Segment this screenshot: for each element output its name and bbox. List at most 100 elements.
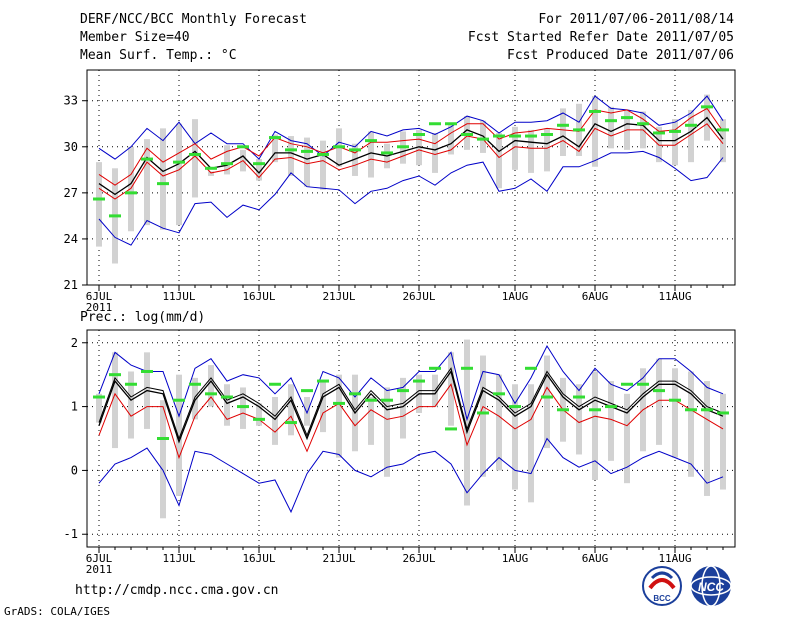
x-tick-label: 6JUL <box>86 552 113 565</box>
observed-marker <box>157 437 169 440</box>
spread-box <box>448 125 454 155</box>
spread-box <box>288 136 294 176</box>
spread-box <box>272 134 278 163</box>
spread-box <box>480 355 486 477</box>
spread-box <box>704 381 710 496</box>
observed-marker <box>189 382 201 386</box>
x-year-label: 2011 <box>86 301 113 314</box>
temperature-panel: 21 24 27 30 33 6JUL 11JUL 16JUL 21JUL 26JUL 1AUG 6A… <box>64 69 736 314</box>
spread-box <box>320 381 326 433</box>
spread-box <box>688 371 694 477</box>
spread-box <box>496 374 502 471</box>
observed-marker <box>397 389 409 393</box>
spread-box <box>96 162 102 247</box>
spread-box <box>176 123 182 226</box>
observed-marker <box>557 408 569 412</box>
observed-marker <box>445 122 457 126</box>
x-tick-label: 21JUL <box>322 290 355 303</box>
observed-marker <box>653 131 665 135</box>
prec-panel-label: Prec.: log(mm/d) <box>80 310 206 325</box>
spread-box <box>128 146 134 232</box>
produced-date: Fcst Produced Date 2011/07/06 <box>507 48 734 63</box>
observed-marker <box>205 166 217 170</box>
observed-marker <box>413 133 425 136</box>
observed-marker <box>685 408 697 412</box>
forecast-period: For 2011/07/06-2011/08/14 <box>538 12 734 27</box>
observed-marker <box>477 411 489 415</box>
observed-marker <box>685 123 697 127</box>
observed-marker <box>445 427 457 431</box>
spread-box <box>352 143 358 176</box>
observed-marker <box>397 145 409 149</box>
observed-marker <box>461 366 473 370</box>
y-tick-label: 2 <box>71 336 78 350</box>
spread-box <box>112 352 118 449</box>
series-min-line <box>98 150 724 246</box>
spread-box <box>240 387 246 429</box>
observed-marker <box>253 417 265 421</box>
spread-box <box>688 109 694 163</box>
spread-box <box>496 132 502 189</box>
spread-box <box>288 384 294 436</box>
observed-marker <box>189 152 201 156</box>
x-year-label: 2011 <box>86 563 113 576</box>
x-tick-label: 6AUG <box>582 552 609 565</box>
observed-marker <box>237 405 249 409</box>
observed-marker <box>477 137 489 141</box>
observed-marker <box>349 148 361 152</box>
observed-marker <box>253 162 265 166</box>
observed-marker <box>317 152 329 156</box>
y-tick-label: 27 <box>64 186 78 200</box>
observed-marker <box>589 109 601 113</box>
observed-marker <box>301 149 313 153</box>
observed-marker <box>349 392 361 396</box>
observed-marker <box>125 191 137 195</box>
bcc-logo: BCC <box>642 566 682 606</box>
spread-box <box>304 397 310 426</box>
series-mean-line <box>98 369 724 444</box>
ncc-logo-text: NCC <box>698 580 724 594</box>
x-tick-label: 1AUG <box>502 552 529 565</box>
observed-marker <box>285 148 297 152</box>
spread-box <box>432 132 438 173</box>
x-tick-label: 6JUL <box>86 290 113 303</box>
member-size: Member Size=40 <box>80 30 190 45</box>
observed-marker <box>621 116 633 120</box>
x-tick-label: 11AUG <box>658 552 691 565</box>
observed-marker <box>333 145 345 149</box>
observed-marker <box>525 366 537 370</box>
observed-marker <box>301 389 313 393</box>
spread-box <box>336 374 342 458</box>
observed-marker <box>429 122 441 126</box>
spread-box <box>592 96 598 167</box>
website-url[interactable]: http://cmdp.ncc.cma.gov.cn <box>75 583 279 598</box>
spread-box <box>608 381 614 461</box>
observed-marker <box>285 421 297 425</box>
observed-marker <box>125 382 137 386</box>
spread-box <box>720 393 726 490</box>
observed-marker <box>93 395 105 399</box>
observed-marker <box>221 162 233 166</box>
series-upper-line <box>98 367 724 440</box>
observed-marker <box>525 134 537 138</box>
spread-box <box>464 339 470 506</box>
spread-box <box>528 384 534 503</box>
y-tick-label: -1 <box>64 527 78 541</box>
observed-marker <box>205 392 217 396</box>
spread-box <box>512 126 518 170</box>
spread-box <box>512 384 518 490</box>
observed-marker <box>109 214 121 218</box>
observed-marker <box>589 408 601 412</box>
observed-marker <box>541 133 553 136</box>
observed-marker <box>509 134 521 138</box>
observed-marker <box>493 392 505 396</box>
observed-marker <box>141 157 153 161</box>
spread-box <box>320 140 326 190</box>
spread-box <box>672 119 678 166</box>
observed-marker <box>717 411 729 415</box>
observed-marker <box>381 151 393 155</box>
observed-marker <box>157 182 169 186</box>
spread-box <box>528 129 534 173</box>
observed-marker <box>621 382 633 386</box>
observed-marker <box>669 398 681 402</box>
